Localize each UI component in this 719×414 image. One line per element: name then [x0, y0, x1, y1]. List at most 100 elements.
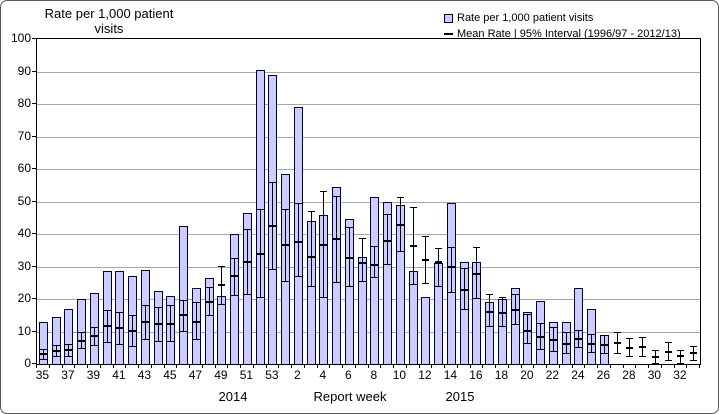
y-axis-title-line1: Rate per 1,000 patient [44, 6, 174, 21]
mean-tick [154, 322, 162, 325]
error-bar-cap [664, 360, 672, 362]
mean-tick [205, 300, 213, 303]
x-tick-mark [367, 364, 369, 368]
y-tick-label: 50 [17, 193, 31, 208]
x-tick-label: 28 [622, 368, 636, 382]
error-bar-cap [307, 210, 315, 212]
error-bar-cap [78, 347, 86, 349]
x-tick-mark [138, 364, 139, 368]
error-bar-cap [294, 202, 302, 204]
x-tick-label: 45 [163, 368, 177, 382]
mean-tick [575, 337, 583, 340]
mean-tick [103, 324, 111, 327]
legend-label-mean: Mean Rate | 95% Interval (1996/97 - 2012… [457, 28, 681, 40]
mean-tick [511, 309, 519, 312]
error-bar-cap [690, 346, 698, 348]
error-bar-cap [600, 335, 608, 337]
x-tick-mark [520, 364, 522, 368]
mean-tick [588, 342, 596, 345]
error-bar-cap [307, 285, 315, 287]
x-tick-mark [482, 364, 484, 368]
x-tick-mark [546, 364, 547, 368]
x-tick-mark [584, 364, 586, 368]
error-bar-cap [52, 344, 60, 346]
mean-tick [473, 273, 481, 276]
bar [217, 295, 227, 364]
x-tick-label: 30 [647, 368, 662, 382]
error-bar-cap [537, 322, 545, 324]
error-bar-cap [333, 195, 341, 197]
mean-tick [282, 244, 290, 247]
x-tick-mark [163, 364, 165, 368]
y-tick-mark [32, 298, 36, 299]
mean-tick [524, 329, 532, 332]
error-bar-cap [639, 356, 647, 358]
error-bar-cap [282, 280, 290, 282]
error-bar-line [310, 211, 312, 286]
x-tick-mark [673, 364, 675, 368]
error-bar-cap [409, 283, 417, 285]
x-tick-mark [495, 364, 496, 368]
mean-tick [333, 237, 341, 240]
error-bar-cap [396, 250, 404, 252]
gridline [37, 331, 700, 333]
x-tick-mark [393, 364, 394, 368]
y-tick-label: 100 [10, 31, 31, 45]
error-bar-cap [549, 350, 557, 352]
mean-tick [116, 326, 124, 329]
y-tick-label: 90 [17, 63, 31, 78]
x-tick-mark [48, 364, 50, 368]
error-bar-cap [396, 196, 404, 198]
error-bar-cap [651, 350, 659, 352]
y-tick-mark [32, 103, 36, 104]
x-tick-mark [609, 364, 611, 368]
mean-tick [90, 334, 98, 337]
error-bar-line [374, 246, 376, 278]
x-tick-mark [686, 364, 688, 368]
error-bar-cap [371, 245, 379, 247]
error-bar-cap [39, 358, 47, 360]
legend-item-mean: Mean Rate | 95% Interval (1996/97 - 2012… [444, 26, 681, 42]
x-tick-label: 18 [494, 368, 509, 382]
x-tick-mark [469, 364, 471, 368]
mean-tick [435, 260, 443, 263]
bar [574, 287, 584, 364]
error-bar-cap [677, 349, 685, 351]
x-tick-label: 41 [112, 368, 126, 382]
x-tick-label: 2 [294, 368, 301, 382]
x-tick-mark [99, 364, 101, 368]
error-bar-cap [575, 347, 583, 349]
error-bar-cap [690, 360, 698, 362]
error-bar-cap [129, 315, 137, 317]
y-tick-label: 70 [17, 128, 31, 143]
mean-tick [371, 263, 379, 266]
x-tick-mark [278, 364, 280, 368]
x-tick-label: 53 [265, 368, 279, 382]
y-tick-mark [32, 330, 36, 332]
x-tick-label: 20 [520, 368, 534, 382]
x-tick-mark [418, 364, 420, 368]
error-bar-cap [613, 352, 621, 354]
mean-tick [639, 345, 647, 348]
bar [179, 225, 189, 364]
y-tick-label: 60 [17, 161, 31, 175]
error-bar-cap [498, 326, 506, 328]
x-tick-label: 22 [545, 368, 560, 382]
x-tick-mark [648, 364, 649, 368]
error-bar-cap [639, 336, 647, 338]
bar [408, 271, 418, 364]
mean-tick [396, 223, 404, 226]
mean-tick [294, 241, 302, 244]
error-bar-cap [486, 326, 494, 328]
y-tick-label: 80 [17, 96, 31, 110]
x-tick-mark [329, 364, 331, 368]
x-axis-year-2015: 2015 [445, 389, 475, 404]
error-bar-cap [384, 214, 392, 215]
x-tick-label: 4 [319, 368, 327, 382]
gridline [37, 136, 700, 138]
error-bar-cap [154, 306, 162, 308]
x-tick-label: 37 [61, 368, 75, 382]
mean-tick [549, 338, 557, 341]
error-bar-cap [511, 293, 519, 295]
